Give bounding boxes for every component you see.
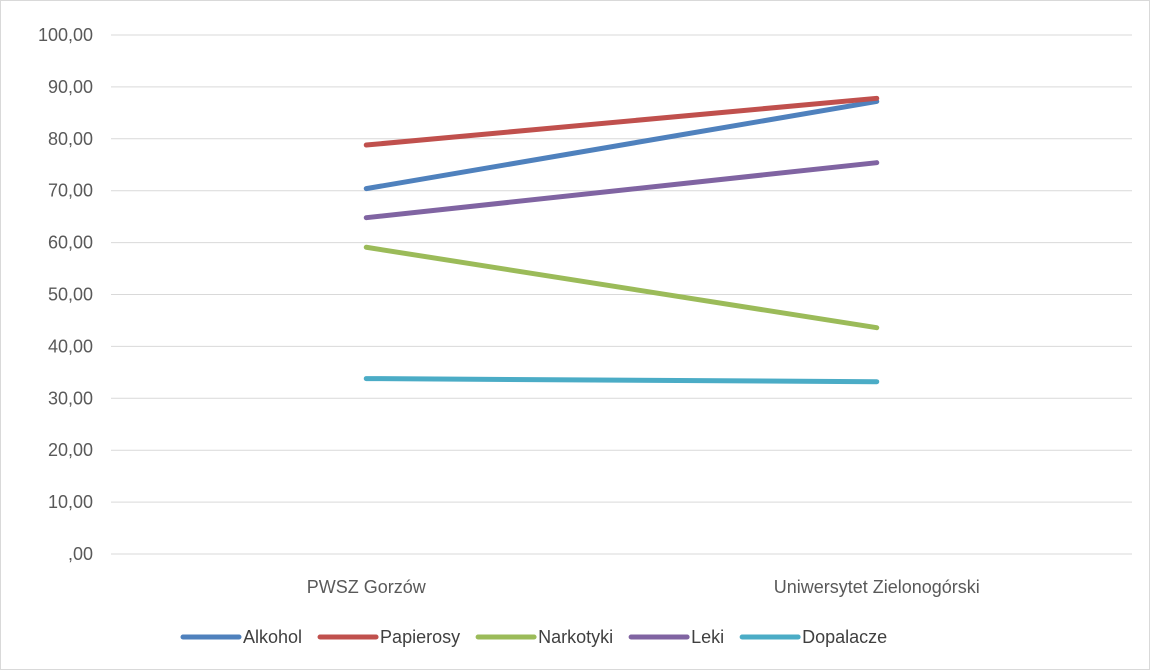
x-tick-label: PWSZ Gorzów bbox=[307, 577, 427, 597]
series-lines bbox=[363, 95, 880, 385]
gridlines bbox=[111, 34, 1132, 555]
y-tick-label: 10,00 bbox=[48, 492, 93, 512]
y-tick-label: 40,00 bbox=[48, 336, 93, 356]
y-tick-label: 70,00 bbox=[48, 181, 93, 201]
legend: Alkohol Papierosy Narkotyki Leki Dopalacze bbox=[180, 627, 887, 647]
x-tick-label: Uniwersytet Zielonogórski bbox=[774, 577, 980, 597]
series-line-alkohol bbox=[363, 98, 880, 192]
legend-label: Leki bbox=[691, 627, 724, 647]
series-line-leki bbox=[363, 160, 880, 221]
series-line-narkotyki bbox=[363, 244, 880, 331]
y-tick-label: ,00 bbox=[68, 544, 93, 564]
series-line-papierosy bbox=[363, 95, 880, 148]
series-line-dopalacze bbox=[363, 376, 880, 385]
y-tick-label: 80,00 bbox=[48, 129, 93, 149]
y-tick-label: 100,00 bbox=[38, 25, 93, 45]
legend-label: Alkohol bbox=[243, 627, 302, 647]
x-axis-ticks: PWSZ Gorzów Uniwersytet Zielonogórski bbox=[307, 577, 980, 597]
legend-label: Dopalacze bbox=[802, 627, 887, 647]
y-tick-label: 60,00 bbox=[48, 233, 93, 253]
y-tick-label: 30,00 bbox=[48, 388, 93, 408]
y-tick-label: 50,00 bbox=[48, 285, 93, 305]
y-tick-label: 20,00 bbox=[48, 440, 93, 460]
legend-label: Papierosy bbox=[380, 627, 460, 647]
y-tick-label: 90,00 bbox=[48, 77, 93, 97]
legend-label: Narkotyki bbox=[538, 627, 613, 647]
y-axis-ticks: ,00 10,00 20,00 30,00 40,00 50,00 60,00 70,00 80… bbox=[38, 25, 93, 564]
